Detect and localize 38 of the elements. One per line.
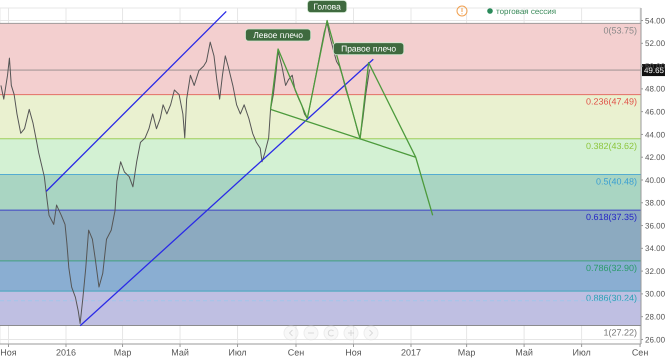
annotation: торговая сессия (496, 7, 556, 16)
ref-line-label: 1(27.22) (603, 328, 637, 338)
y-tick-label: 30.00 (645, 290, 665, 299)
y-tick-label: 42.00 (645, 153, 665, 162)
y-tick-label: 26.00 (645, 335, 665, 344)
x-tick-label: Мар (114, 347, 132, 358)
y-tick-label: 32.00 (645, 266, 665, 276)
y-tick-label: 46.00 (645, 107, 665, 116)
ref-line-label: 0(53.75) (603, 25, 637, 36)
x-tick-label: Ноя (345, 347, 362, 358)
ref-line-label: 0.786(32.90) (586, 262, 637, 273)
ref-line-label: 0.382(43.62) (586, 140, 637, 151)
y-tick-label: 52.00 (645, 39, 665, 48)
annotation: Голова (313, 2, 342, 12)
ref-line-label: 0.618(37.35) (586, 212, 637, 222)
x-tick-label: Май (171, 347, 189, 358)
annotation: Левое плечо (253, 30, 304, 40)
y-tick-label: 34.00 (645, 244, 665, 254)
x-tick-label: 2016 (56, 347, 76, 358)
x-tick-label: Июл (228, 347, 247, 358)
x-tick-label: Сен (288, 347, 304, 358)
annotation: Правое плечо (341, 44, 396, 54)
y-tick-label: 28.00 (645, 312, 665, 322)
ref-line-label: 0.236(47.49) (586, 96, 637, 107)
x-tick-label: Май (515, 347, 533, 358)
ref-line-label: 0.5(40.48) (596, 176, 637, 187)
y-tick-label: 36.00 (645, 221, 665, 230)
y-tick-label: 38.00 (645, 198, 665, 208)
x-tick-label: Сен (632, 347, 648, 358)
y-tick-label: 40.00 (645, 176, 665, 185)
y-tick-label: 54.00 (645, 16, 665, 26)
x-tick-label: Июл (572, 347, 591, 358)
y-tick-label: 44.00 (645, 130, 665, 140)
x-tick-label: 2017 (400, 347, 422, 358)
ref-line-label: 0.886(30.24) (586, 293, 637, 304)
x-tick-label: Ноя (0, 347, 17, 358)
x-tick-label: Мар (458, 347, 476, 358)
y-tick-label: 48.00 (645, 84, 665, 94)
